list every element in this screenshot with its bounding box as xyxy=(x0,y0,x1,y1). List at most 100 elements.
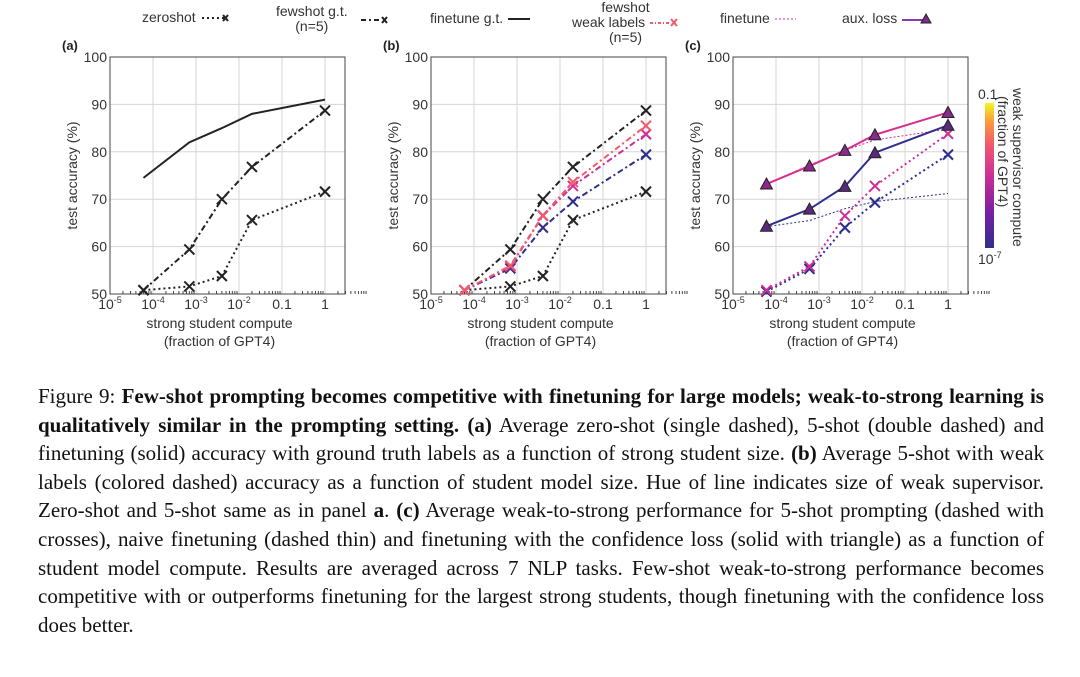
data-point-x xyxy=(504,259,517,272)
y-tick-label: 70 xyxy=(412,191,428,207)
caption-run: Figure 9: xyxy=(38,384,122,408)
dashdot-x-line-icon xyxy=(361,16,388,24)
legend-label: zeroshot xyxy=(142,9,196,25)
y-tick-label: 60 xyxy=(412,239,428,255)
x-tick-label: 0.1 xyxy=(272,296,292,312)
series-fewshot-weak-labels-n-5- xyxy=(760,148,954,298)
solid-triangle-line-icon xyxy=(902,13,932,24)
data-point-x xyxy=(839,210,851,222)
x-tick-label: 1 xyxy=(944,296,952,312)
figure-caption: Figure 9: Few-shot prompting becomes com… xyxy=(38,382,1044,639)
data-point-x xyxy=(869,196,881,209)
series-line xyxy=(464,153,647,292)
x-tick-label: 10-3 xyxy=(184,295,208,312)
y-tick-label: 70 xyxy=(714,191,730,207)
x-tick-label: 10-4 xyxy=(462,295,486,312)
caption-run: Average zero-shot (single dashed), 5-sho… xyxy=(38,412,1045,466)
data-point-x xyxy=(942,148,954,161)
thin-dotted-line-icon xyxy=(774,18,796,20)
data-point-triangle xyxy=(759,176,774,190)
colorbar: 0.1 10-7 weak supervisor compute(fractio… xyxy=(978,86,1026,267)
data-point-x xyxy=(567,180,579,192)
caption-run: (c) xyxy=(396,498,420,523)
series-finetune-g-t- xyxy=(142,98,326,179)
data-point-x xyxy=(839,221,851,234)
x-tick-label: 10-4 xyxy=(141,295,165,312)
x-tick-label: 10-5 xyxy=(721,295,745,312)
colorbar-gradient xyxy=(985,103,994,248)
x-axis-label: strong student compute xyxy=(467,315,614,331)
solid-line-icon xyxy=(508,18,531,21)
series-aux-loss xyxy=(759,118,955,232)
data-point-triangle xyxy=(838,143,852,156)
caption-run: Few-shot prompting becomes competitive w… xyxy=(38,384,1044,437)
data-point-x xyxy=(319,104,331,117)
y-tick-label: 80 xyxy=(91,144,107,160)
data-point-triangle xyxy=(759,219,774,232)
data-point-x xyxy=(640,120,652,132)
data-point-x xyxy=(458,284,471,296)
data-point-x xyxy=(183,280,196,293)
data-point-x xyxy=(567,161,579,173)
panel-label: (a) xyxy=(62,38,78,53)
data-point-x xyxy=(760,284,773,296)
series-fewshot-weak-labels-n-5- xyxy=(458,120,652,296)
dotted-x-line-icon xyxy=(201,14,229,22)
data-point-triangle xyxy=(941,118,955,131)
caption-run: (b) xyxy=(791,441,817,466)
legend-finetune-gt: finetune g.t. xyxy=(430,11,531,26)
legend-label-row: weak labels xyxy=(572,15,679,30)
legend-finetune: finetune xyxy=(720,11,798,26)
data-point-x xyxy=(640,148,652,161)
data-point-x xyxy=(567,195,579,208)
series-finetune xyxy=(766,193,949,228)
data-point-x xyxy=(319,185,331,198)
x-tick-label: 0.1 xyxy=(895,296,915,312)
data-point-x xyxy=(567,214,579,226)
caption-run: Average 5-shot with weak labels (colored… xyxy=(38,441,1044,523)
data-point-x xyxy=(504,262,517,275)
data-point-x xyxy=(537,209,549,222)
data-point-x xyxy=(216,270,228,282)
y-tick-label: 80 xyxy=(714,144,730,160)
colorbar-title: weak supervisor compute(fraction of GPT4… xyxy=(995,87,1026,247)
x-tick-label: 10-3 xyxy=(505,295,529,312)
data-point-triangle xyxy=(941,105,955,118)
data-point-x xyxy=(246,214,258,226)
y-tick-label: 50 xyxy=(714,286,730,302)
y-tick-label: 60 xyxy=(91,239,107,255)
y-tick-label: 60 xyxy=(714,239,730,255)
series-line xyxy=(766,128,949,185)
plot-frame xyxy=(732,56,969,295)
y-tick-label: 50 xyxy=(91,286,107,302)
series-zeroshot xyxy=(137,185,331,296)
series-fewshot-weak-labels-n-5- xyxy=(458,148,652,296)
plot-frame xyxy=(430,56,667,295)
legend-label: (n=5) xyxy=(608,29,643,45)
series-line xyxy=(765,132,949,292)
data-point-x xyxy=(537,270,549,282)
chart-panel-c: 10-5 10-4 10-3 10-2 0.1 1 50 60 70 80 90 100 (c) test… xyxy=(685,38,990,349)
data-point-x xyxy=(246,161,258,173)
y-axis-label: test accuracy (%) xyxy=(64,121,80,229)
x-axis-label: (fraction of GPT4) xyxy=(164,333,275,349)
panel-label: (b) xyxy=(383,38,400,53)
data-point-x xyxy=(803,263,816,275)
x-tick-label: 1 xyxy=(642,296,650,312)
data-point-triangle xyxy=(868,145,882,159)
legend-label: finetune xyxy=(720,10,770,26)
caption-run: . xyxy=(384,498,397,523)
y-tick-label: 100 xyxy=(707,49,731,65)
legend-label: fewshot g.t. xyxy=(276,3,348,19)
data-point-x xyxy=(640,104,652,117)
y-tick-label: 100 xyxy=(84,49,108,65)
panel-label: (c) xyxy=(685,38,701,53)
y-tick-label: 100 xyxy=(405,49,429,65)
plot-frame xyxy=(109,56,346,295)
x-tick-label: 10-3 xyxy=(807,295,831,312)
series-line xyxy=(142,109,326,291)
data-point-x xyxy=(567,176,579,188)
x-tick-label: 10-5 xyxy=(419,295,443,312)
legend-label: aux. loss xyxy=(842,10,898,26)
data-point-x xyxy=(537,221,549,234)
